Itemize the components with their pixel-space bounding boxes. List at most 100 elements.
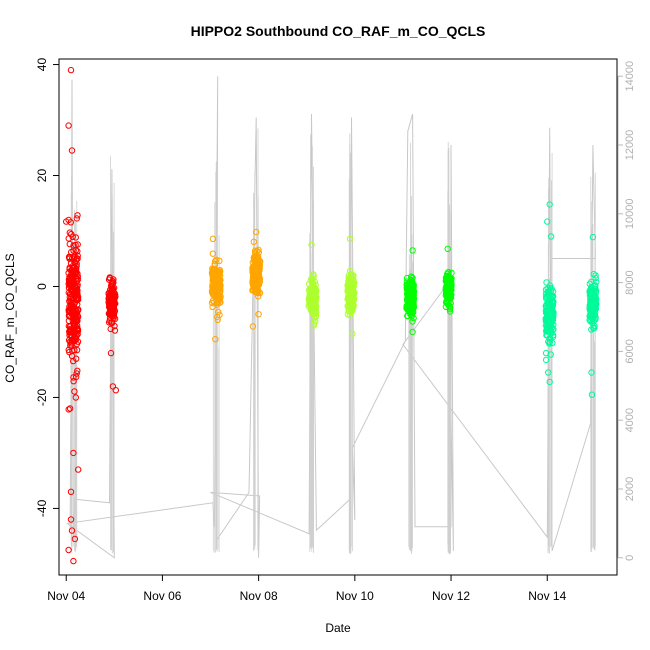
data-point	[347, 267, 354, 275]
data-point	[70, 303, 78, 311]
data-point	[107, 349, 115, 357]
data-point	[73, 346, 81, 354]
data-point	[73, 373, 80, 380]
data-point	[70, 247, 77, 254]
data-point	[407, 277, 414, 284]
series-flight-3b	[344, 235, 358, 337]
data-point	[214, 292, 222, 300]
data-point	[446, 308, 454, 315]
data-point	[107, 298, 115, 305]
data-point	[112, 387, 120, 394]
data-point	[212, 257, 219, 265]
data-point	[74, 252, 81, 260]
data-point	[65, 406, 72, 413]
data-point	[70, 294, 77, 302]
data-point	[74, 248, 81, 255]
data-point	[446, 306, 453, 313]
data-point	[73, 287, 81, 294]
data-point	[72, 282, 79, 290]
data-point	[69, 299, 76, 306]
plot-frame	[58, 58, 618, 576]
y-tick-label: 0	[35, 283, 49, 290]
data-point	[74, 312, 81, 320]
data-point	[216, 257, 223, 264]
data-point	[549, 299, 556, 306]
series-flight-2a	[208, 235, 224, 343]
data-point	[547, 351, 554, 358]
y2-tick-label: 8000	[624, 270, 636, 294]
axes-layer: Nov 04 Nov 06 Nov 08 Nov 10 Nov 12 Nov 14 40 20…	[35, 58, 636, 603]
data-point	[255, 281, 262, 289]
y2-tick-label: 0	[624, 555, 636, 561]
data-point	[67, 488, 75, 495]
x-tick-label: Nov 04	[47, 589, 85, 603]
data-point	[211, 299, 218, 306]
data-point	[110, 279, 117, 286]
data-point	[74, 212, 81, 219]
data-point	[110, 304, 118, 311]
data-point	[589, 305, 596, 312]
data-point	[409, 328, 416, 336]
data-point	[405, 302, 412, 309]
data-point	[545, 338, 552, 345]
data-point	[210, 266, 217, 273]
data-point	[546, 201, 553, 208]
data-point	[310, 305, 318, 312]
data-point	[547, 233, 555, 240]
data-point	[588, 391, 596, 398]
data-point	[215, 308, 222, 316]
data-point	[70, 311, 78, 319]
data-point	[65, 122, 72, 129]
data-point	[408, 295, 415, 302]
data-point	[590, 270, 597, 278]
data-point	[72, 394, 80, 401]
data-point	[209, 235, 217, 243]
data-point	[209, 277, 216, 284]
data-point	[586, 280, 593, 288]
x-axis-label: Date	[325, 621, 351, 635]
altitude-profile-flight-3b	[348, 133, 353, 555]
points-layer	[62, 66, 600, 565]
data-point	[74, 295, 81, 302]
altitude-profile-flight-4b	[447, 141, 452, 555]
data-point	[68, 527, 76, 534]
data-point	[66, 405, 74, 412]
data-point	[66, 323, 74, 330]
data-point	[71, 260, 79, 267]
data-point	[74, 367, 81, 374]
data-point	[544, 218, 551, 225]
data-point	[308, 241, 315, 249]
data-point	[209, 287, 217, 294]
y2-tick-label: 6000	[624, 339, 636, 363]
data-point	[346, 294, 354, 302]
y2-tick-label: 10000	[624, 199, 636, 230]
data-point	[545, 308, 552, 315]
y2-tick-label: 12000	[624, 130, 636, 161]
data-point	[547, 335, 554, 342]
series-flight-5b	[586, 233, 600, 398]
y2-tick-label: 2000	[624, 477, 636, 501]
data-point	[549, 302, 557, 309]
series-flight-1b	[105, 274, 120, 394]
data-point	[448, 275, 455, 282]
data-point	[209, 265, 216, 272]
data-point	[209, 250, 217, 257]
data-point	[65, 284, 73, 291]
data-point	[74, 338, 82, 345]
data-point	[444, 290, 451, 298]
data-point	[409, 247, 416, 254]
data-point	[253, 228, 260, 236]
data-point	[109, 313, 116, 320]
data-point	[350, 298, 357, 305]
data-point	[588, 369, 595, 376]
data-point	[312, 318, 319, 325]
data-point	[547, 327, 555, 334]
data-point	[108, 289, 115, 296]
data-point	[309, 304, 316, 311]
data-point	[408, 308, 415, 316]
data-point	[543, 279, 550, 286]
data-point	[67, 66, 75, 74]
data-point	[109, 308, 116, 315]
